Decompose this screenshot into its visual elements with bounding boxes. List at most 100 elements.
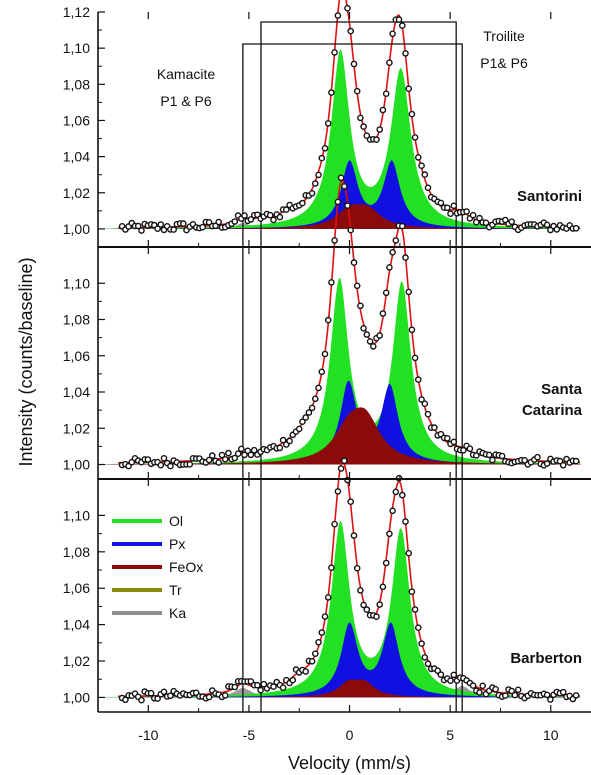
y-tick-label: 1,02	[63, 185, 90, 201]
y-tick-label: 1,00	[63, 221, 90, 237]
y-tick-label: 1,10	[63, 507, 90, 523]
data-point-panel-3	[402, 518, 409, 525]
y-tick-label: 1,04	[63, 384, 90, 400]
data-point-panel-2	[360, 324, 367, 332]
data-point-panel-1	[157, 221, 165, 228]
x-axis-label: Velocity (mm/s)	[288, 753, 411, 773]
data-point-panel-2	[424, 410, 432, 418]
data-point-panel-1	[447, 210, 454, 217]
data-point-panel-2	[324, 316, 332, 324]
data-point-panel-3	[511, 691, 519, 699]
data-point-panel-3	[347, 498, 355, 506]
data-point-panel-2	[489, 456, 496, 464]
data-point-panel-3	[469, 682, 477, 689]
data-point-panel-2	[247, 451, 255, 459]
data-point-panel-3	[437, 671, 445, 678]
data-point-panel-3	[154, 695, 161, 702]
data-point-panel-3	[363, 606, 371, 613]
data-point-panel-2	[215, 459, 222, 466]
data-point-panel-1	[443, 204, 451, 212]
y-tick-label: 1,04	[63, 149, 90, 165]
data-point-panel-3	[418, 640, 425, 647]
data-point-panel-1	[247, 216, 255, 223]
data-point-panel-2	[498, 452, 506, 460]
data-point-panel-2	[386, 264, 393, 271]
legend-label-px: Px	[169, 536, 185, 552]
sample-label: Santa	[541, 381, 583, 398]
y-tick-label: 1,02	[63, 653, 90, 669]
data-point-panel-1	[324, 120, 332, 127]
data-point-panel-2	[250, 446, 258, 454]
data-point-panel-2	[315, 384, 322, 392]
data-point-panel-2	[421, 400, 429, 408]
data-point-panel-3	[508, 687, 516, 695]
data-point-panel-2	[414, 376, 422, 383]
data-point-panel-3	[315, 639, 322, 646]
data-point-panel-2	[311, 395, 319, 403]
data-point-panel-2	[234, 450, 242, 458]
data-point-panel-3	[450, 671, 458, 679]
data-point-panel-1	[421, 171, 429, 178]
data-point-panel-1	[469, 211, 477, 219]
data-point-panel-2	[366, 338, 374, 345]
data-point-panel-3	[350, 532, 358, 539]
legend-label-tr: Tr	[169, 582, 182, 598]
fill-ol-panel-3	[98, 521, 581, 698]
sample-label: Barberton	[510, 650, 582, 667]
data-point-panel-1	[331, 49, 338, 56]
data-point-panel-2	[276, 444, 284, 452]
data-point-panel-2	[376, 332, 384, 339]
data-point-panel-1	[179, 220, 187, 227]
data-point-panel-3	[138, 696, 145, 704]
legend-label-feox: FeOx	[169, 559, 203, 575]
data-point-panel-3	[328, 564, 335, 572]
data-point-panel-1	[282, 206, 290, 213]
data-point-panel-2	[363, 331, 371, 338]
data-point-panel-3	[279, 684, 287, 692]
data-point-panel-3	[231, 683, 239, 691]
data-points	[118, 4, 580, 704]
data-point-panel-3	[476, 689, 483, 696]
data-point-panel-2	[208, 452, 216, 459]
data-point-panel-2	[418, 396, 425, 403]
y-tick-label: 1,08	[63, 312, 90, 328]
data-point-panel-2	[344, 202, 351, 209]
data-point-panel-2	[157, 461, 165, 469]
data-point-panel-3	[414, 624, 422, 632]
data-point-panel-3	[205, 693, 213, 701]
data-point-panel-1	[405, 85, 413, 92]
data-point-panel-1	[398, 22, 406, 29]
data-point-panel-1	[347, 27, 355, 35]
data-point-panel-2	[218, 451, 226, 459]
sample-label: Santorini	[517, 188, 582, 205]
data-point-panel-2	[382, 289, 390, 297]
data-point-panel-1	[270, 216, 277, 224]
data-point-panel-3	[479, 682, 487, 690]
sample-label: Catarina	[522, 402, 583, 419]
x-tick-label: 5	[446, 727, 454, 743]
data-point-panel-1	[138, 227, 145, 234]
data-point-panel-3	[376, 601, 384, 608]
data-point-panel-1	[170, 226, 177, 233]
data-point-panel-2	[295, 425, 303, 433]
data-point-panel-3	[321, 613, 329, 620]
data-point-panel-3	[492, 685, 499, 693]
data-point-panel-1	[344, 4, 351, 12]
data-point-panel-2	[460, 446, 467, 454]
kamacite-peaks-label: P1 & P6	[160, 93, 212, 109]
data-point-panel-3	[318, 629, 326, 636]
data-point-panel-3	[270, 683, 277, 690]
data-point-panel-3	[501, 692, 509, 699]
data-point-panel-3	[331, 520, 338, 528]
data-point-panel-3	[337, 465, 345, 472]
data-point-panel-1	[418, 162, 425, 169]
data-point-panel-2	[299, 418, 306, 426]
fill-px-panel-1	[98, 160, 581, 229]
data-point-panel-2	[302, 414, 310, 421]
fill-feox-panel-3	[98, 679, 581, 698]
y-tick-label: 1,12	[63, 4, 90, 20]
fill-px-panel-2	[98, 380, 581, 465]
data-point-panel-1	[318, 154, 326, 162]
data-point-panel-2	[334, 198, 342, 206]
data-point-panel-3	[289, 676, 297, 684]
